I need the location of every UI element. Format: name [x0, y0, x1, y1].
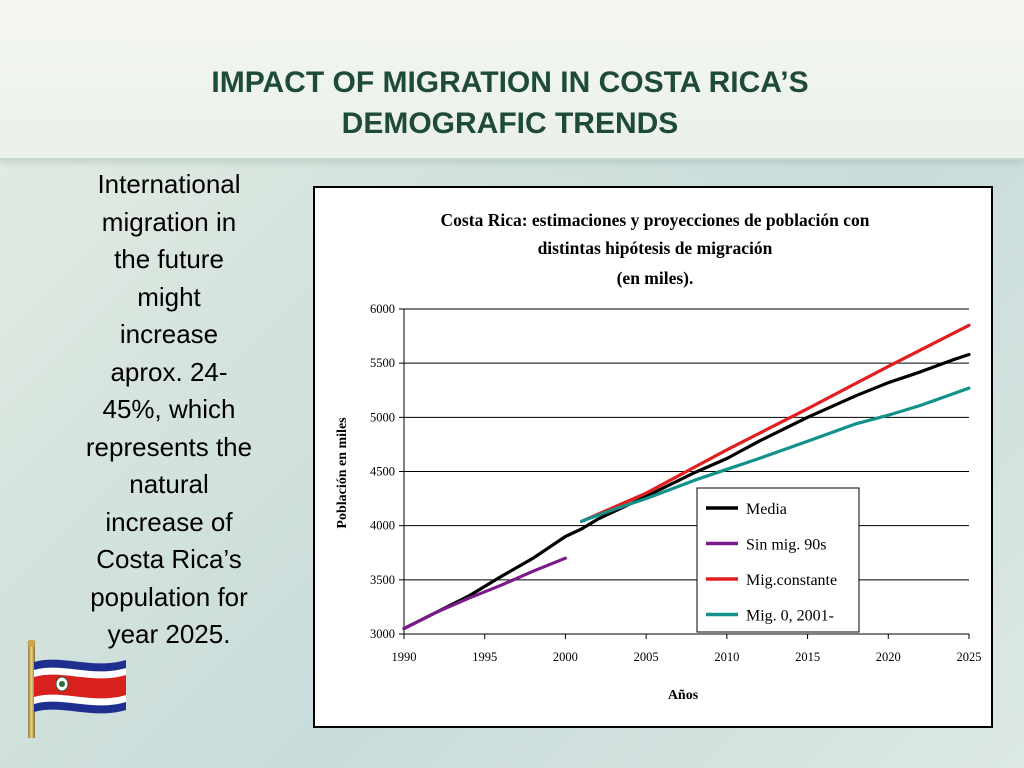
side-text-line: aprox. 24- — [110, 356, 228, 387]
series-line — [580, 386, 971, 523]
side-text-line: represents the — [85, 431, 253, 462]
chart-title-line: Costa Rica: estimaciones y proyecciones … — [441, 210, 870, 230]
y-tick-label: 4000 — [370, 519, 395, 533]
side-text-line: natural — [129, 469, 209, 499]
chart-title-line: distintas hipótesis de migración — [538, 238, 773, 258]
series-line — [402, 352, 971, 631]
side-text-line: Costa Rica’s — [96, 544, 242, 574]
x-axis-label: Años — [668, 688, 699, 703]
side-text-line: 45%, which — [102, 394, 236, 424]
chart-title-line: (en miles). — [617, 268, 694, 288]
y-tick-label: 5000 — [370, 410, 395, 424]
side-text-line: increase — [119, 319, 219, 349]
costa-rica-flag-icon — [27, 640, 126, 738]
x-tick-label: 2020 — [876, 650, 901, 664]
y-tick-label: 3000 — [370, 627, 395, 641]
side-text-line: migration in — [101, 206, 237, 237]
population-line-chart: Costa Rica: estimaciones y proyecciones … — [335, 210, 982, 703]
slide-title: IMPACT OF MIGRATION IN COSTA RICA’S DEMO… — [110, 62, 910, 144]
x-tick-label: 1990 — [392, 650, 417, 664]
legend-label: Sin mig. 90s — [746, 537, 826, 554]
x-tick-label: 2010 — [714, 650, 739, 664]
chart-panel: Costa Rica: estimaciones y proyecciones … — [313, 186, 993, 728]
slide-title-line: IMPACT OF MIGRATION IN COSTA RICA’S — [211, 66, 809, 99]
series-line — [402, 556, 567, 631]
legend-label: Mig.constante — [746, 572, 837, 589]
series-line — [580, 323, 971, 523]
side-text: International migration in the future mi… — [60, 166, 278, 654]
x-tick-label: 1995 — [472, 650, 497, 664]
y-tick-label: 6000 — [370, 302, 395, 316]
side-text-line: might — [137, 281, 201, 312]
x-tick-label: 2025 — [957, 650, 982, 664]
y-tick-label: 4500 — [370, 465, 395, 479]
side-text-line: population for — [90, 581, 248, 612]
y-axis-label: Población en miles — [335, 417, 350, 529]
legend-label: Media — [746, 501, 787, 518]
x-tick-label: 2015 — [795, 650, 820, 664]
side-text-line: year 2025. — [107, 619, 231, 649]
side-text-line: International — [97, 169, 241, 199]
x-tick-label: 2000 — [553, 650, 578, 664]
legend-box — [696, 487, 860, 633]
side-text-line: the future — [114, 244, 224, 274]
title-band — [0, 0, 1024, 160]
x-tick-label: 2005 — [634, 650, 659, 664]
y-tick-label: 3500 — [370, 573, 395, 587]
y-tick-label: 5500 — [370, 356, 395, 370]
legend-label: Mig. 0, 2001- — [746, 608, 834, 625]
slide-title-line: DEMOGRAFIC TRENDS — [341, 107, 679, 140]
side-text-line: increase of — [105, 506, 233, 537]
